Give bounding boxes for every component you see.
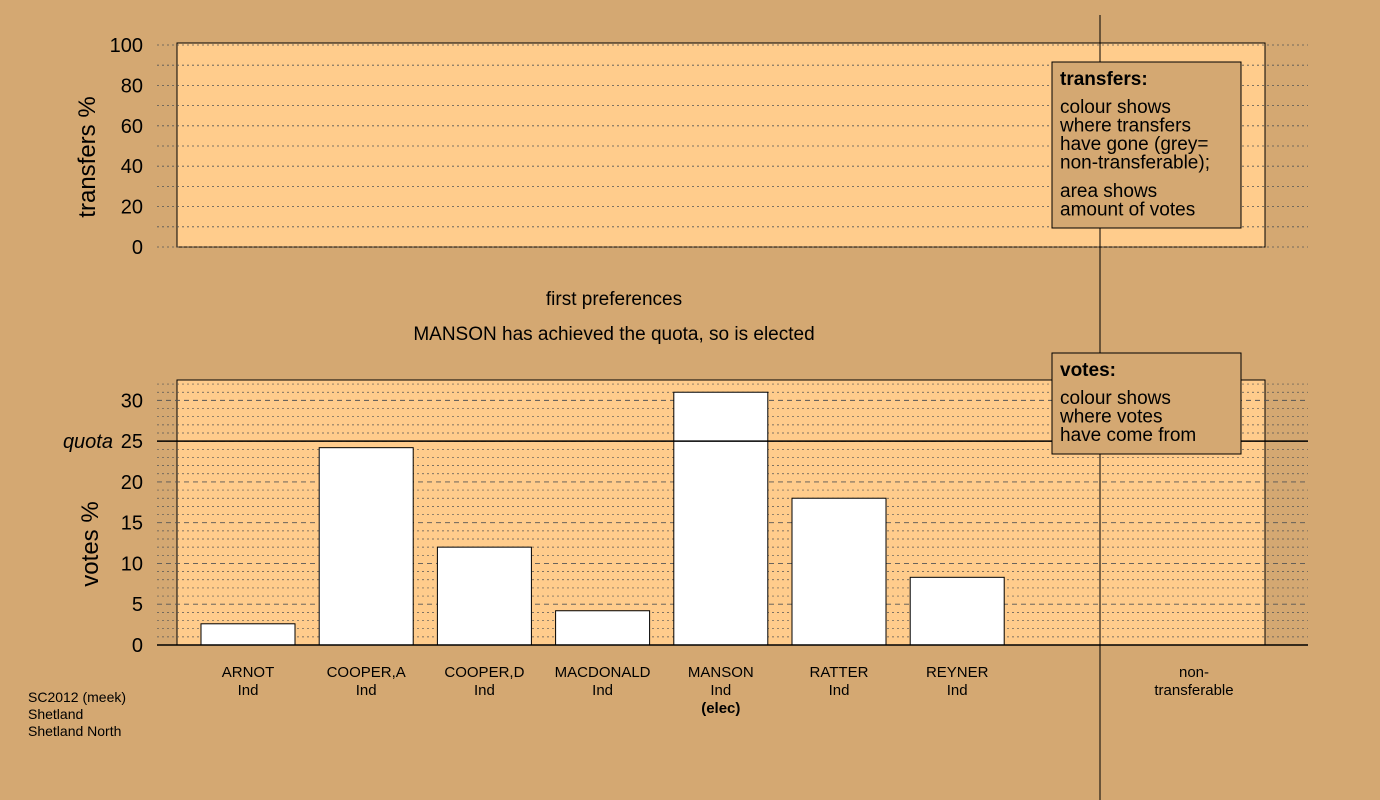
votes-y-tick-label: 25 <box>121 431 143 453</box>
transfers-y-tick-label: 100 <box>110 35 143 57</box>
bar-manson <box>673 391 769 646</box>
candidate-party: Ind <box>592 682 613 699</box>
candidate-name: ARNOT <box>222 664 275 681</box>
candidate-name: REYNER <box>926 664 989 681</box>
bar-arnot <box>200 623 296 646</box>
footer-line: Shetland <box>28 706 83 722</box>
votes-y-tick-label: 5 <box>132 594 143 616</box>
votes-legend-line: have come from <box>1060 425 1196 446</box>
bar-cooper-a <box>318 447 414 646</box>
transfers-legend-line: non-transferable); <box>1060 153 1210 174</box>
bar-reyner <box>909 576 1005 646</box>
candidate-name: MANSON <box>688 664 754 681</box>
candidate-party: Ind <box>829 682 850 699</box>
bar-macdonald <box>555 610 651 646</box>
stage-title: first preferences <box>546 289 682 310</box>
votes-y-tick-label: 0 <box>132 635 143 657</box>
candidate-party: Ind <box>710 682 731 699</box>
candidate-name: COOPER,A <box>327 664 406 681</box>
candidate-name: MACDONALD <box>555 664 651 681</box>
votes-legend-box <box>1051 352 1242 455</box>
transfers-legend-line: colour shows <box>1060 97 1171 118</box>
candidate-name: RATTER <box>810 664 869 681</box>
candidate-elected-note: (elec) <box>701 700 740 717</box>
bar-ratter <box>791 497 887 646</box>
votes-y-axis-label: votes % <box>77 501 104 586</box>
candidate-party: Ind <box>474 682 495 699</box>
transfers-legend-title: transfers: <box>1060 69 1148 90</box>
transfers-legend-line: have gone (grey= <box>1060 134 1208 155</box>
transfers-y-ticks: 0 20 40 60 80 100 <box>110 35 143 259</box>
transfers-gridlines <box>157 44 1308 248</box>
transfers-y-axis-label: transfers % <box>74 96 101 217</box>
transfers-y-tick-label: 80 <box>121 75 143 97</box>
quota-label: quota <box>63 431 113 453</box>
transfers-y-tick-label: 0 <box>132 237 143 259</box>
transfers-legend-box <box>1051 61 1242 229</box>
footer-line: Shetland North <box>28 723 121 739</box>
candidate-party: Ind <box>238 682 259 699</box>
transfers-y-tick-label: 60 <box>121 116 143 138</box>
transfers-y-tick-label: 40 <box>121 156 143 178</box>
transfers-legend-line: amount of votes <box>1060 200 1195 221</box>
votes-y-tick-label: 20 <box>121 472 143 494</box>
candidate-labels: ARNOTIndCOOPER,AIndCOOPER,DIndMACDONALDI… <box>222 664 989 717</box>
votes-legend-line: where votes <box>1059 407 1162 428</box>
votes-legend-title: votes: <box>1060 360 1116 381</box>
nontransferable-label-line2: transferable <box>1154 682 1233 699</box>
votes-y-ticks: 0 5 10 15 20 25 30 <box>121 390 143 657</box>
candidate-party: Ind <box>356 682 377 699</box>
votes-legend-line: colour shows <box>1060 388 1171 409</box>
candidate-name: COOPER,D <box>444 664 524 681</box>
votes-bars <box>200 391 1005 646</box>
transfers-legend-line: area shows <box>1060 181 1157 202</box>
votes-y-tick-label: 15 <box>121 513 143 535</box>
candidate-party: Ind <box>947 682 968 699</box>
footer-line: SC2012 (meek) <box>28 689 126 705</box>
votes-y-tick-label: 30 <box>121 390 143 412</box>
transfers-y-tick-label: 20 <box>121 197 143 219</box>
bar-cooper-d <box>436 546 532 646</box>
stage-message: MANSON has achieved the quota, so is ele… <box>413 324 814 345</box>
votes-y-tick-label: 10 <box>121 553 143 575</box>
nontransferable-label-line1: non- <box>1179 664 1209 681</box>
transfers-legend-line: where transfers <box>1059 116 1191 137</box>
